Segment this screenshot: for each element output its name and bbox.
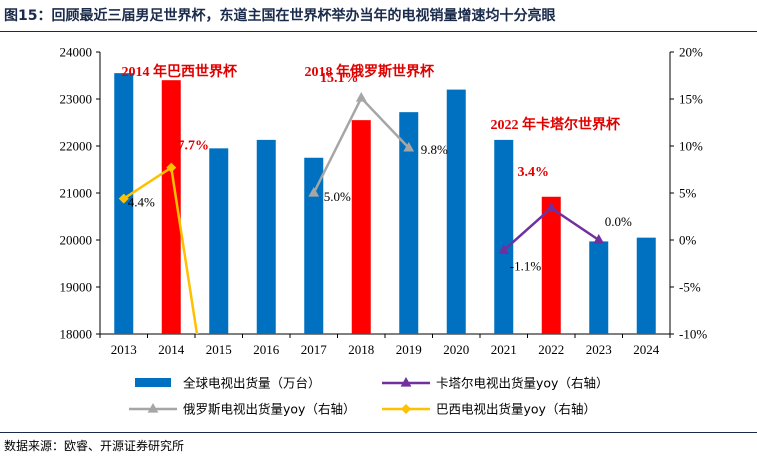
bar-2015 bbox=[209, 148, 229, 334]
bar-2019 bbox=[399, 112, 419, 334]
chart: 18000 19000 20000 21000 22000 23000 24000 -10% -… bbox=[60, 45, 708, 417]
bottom-rule bbox=[0, 432, 757, 433]
left-tick-label: 24000 bbox=[60, 45, 93, 60]
x-tick-label: 2022 bbox=[538, 342, 564, 357]
right-tick-label: -10% bbox=[679, 327, 707, 342]
right-tick-label: 15% bbox=[679, 92, 703, 107]
x-tick-label: 2019 bbox=[396, 342, 422, 357]
legend-label-brazil: 巴西电视出货量yoy（右轴） bbox=[436, 402, 596, 417]
x-tick-label: 2018 bbox=[348, 342, 374, 357]
right-tick-label: -5% bbox=[679, 280, 701, 295]
legend-swatch-bar bbox=[135, 378, 171, 387]
bar-2020 bbox=[446, 89, 466, 334]
x-tick-label: 2021 bbox=[491, 342, 517, 357]
left-tick-label: 23000 bbox=[60, 92, 93, 107]
right-tick-label: 5% bbox=[679, 186, 697, 201]
point-russia-2019 bbox=[403, 141, 415, 152]
title-rule bbox=[0, 31, 757, 32]
x-tick-label: 2013 bbox=[111, 342, 137, 357]
point-brazil-2014 bbox=[166, 162, 177, 173]
x-tick-label: 2024 bbox=[633, 342, 660, 357]
bar-2016 bbox=[256, 139, 276, 334]
bar-2014 bbox=[161, 80, 181, 334]
bar-2023 bbox=[589, 241, 609, 334]
x-tick-label: 2020 bbox=[443, 342, 469, 357]
legend-label-bar: 全球电视出货量（万台） bbox=[183, 376, 321, 391]
legend-label-qatar: 卡塔尔电视出货量yoy（右轴） bbox=[436, 376, 608, 391]
x-tick-label: 2023 bbox=[586, 342, 612, 357]
data-label-brazil-2014: 7.7% bbox=[178, 139, 210, 154]
legend-marker-brazil bbox=[401, 404, 411, 414]
point-russia-2017 bbox=[308, 187, 320, 197]
left-tick-label: 22000 bbox=[60, 139, 93, 154]
annotation-2018: 2018 年俄罗斯世界杯 bbox=[305, 63, 435, 80]
annotation-2014: 2014 年巴西世界杯 bbox=[122, 63, 238, 80]
left-tick-label: 21000 bbox=[60, 186, 93, 201]
point-russia-2018 bbox=[355, 92, 367, 102]
right-tick-label: 10% bbox=[679, 139, 703, 154]
point-qatar-2021 bbox=[498, 244, 510, 254]
legend-label-russia: 俄罗斯电视出货量yoy（右轴） bbox=[183, 402, 355, 417]
left-tick-label: 19000 bbox=[60, 280, 93, 295]
figure-title: 图15：回顾最近三届男足世界杯，东道主国在世界杯举办当年的电视销量增速均十分亮眼 bbox=[4, 8, 556, 24]
x-tick-label: 2014 bbox=[158, 342, 185, 357]
left-tick-label: 18000 bbox=[60, 327, 93, 342]
labels-layer: -1.1% 3.4% 0.0% 5.0% 15.1% 9.8% 4.4% 7.7% 2014 年… bbox=[118, 63, 632, 273]
bars-layer bbox=[114, 73, 656, 335]
x-tick-label: 2017 bbox=[301, 342, 328, 357]
data-label-russia-2018: 15.1% bbox=[320, 71, 359, 86]
data-label-russia-2019: 9.8% bbox=[421, 142, 448, 157]
data-label-qatar-2023: 0.0% bbox=[605, 214, 632, 229]
right-tick-label: 20% bbox=[679, 45, 703, 60]
legend-marker-qatar bbox=[400, 377, 412, 387]
legend-marker-russia bbox=[147, 403, 159, 413]
bar-2024 bbox=[636, 237, 656, 334]
axes-layer: 18000 19000 20000 21000 22000 23000 24000 -10% -… bbox=[60, 45, 708, 358]
x-tick-label: 2015 bbox=[206, 342, 232, 357]
data-label-qatar-2022: 3.4% bbox=[518, 165, 550, 180]
data-label-russia-2017: 5.0% bbox=[324, 189, 351, 204]
annotation-2022: 2022 年卡塔尔世界杯 bbox=[491, 116, 621, 133]
left-tick-label: 20000 bbox=[60, 233, 93, 248]
data-label-qatar-2021: -1.1% bbox=[510, 258, 542, 273]
data-label-brazil-2013: 4.4% bbox=[128, 195, 155, 210]
legend: 全球电视出货量（万台） 卡塔尔电视出货量yoy（右轴） 俄罗斯电视出货量yoy（右轴… bbox=[129, 376, 608, 417]
bar-2017 bbox=[304, 157, 324, 334]
point-qatar-2023 bbox=[593, 234, 605, 244]
bar-2021 bbox=[494, 139, 514, 334]
bar-2018 bbox=[351, 120, 371, 335]
point-qatar-2022 bbox=[545, 202, 557, 212]
bar-2022 bbox=[541, 196, 561, 334]
source-note: 数据来源：欧睿、开源证券研究所 bbox=[4, 439, 185, 453]
right-tick-label: 0% bbox=[679, 233, 697, 248]
point-brazil-2013 bbox=[118, 193, 129, 204]
x-tick-label: 2016 bbox=[253, 342, 280, 357]
